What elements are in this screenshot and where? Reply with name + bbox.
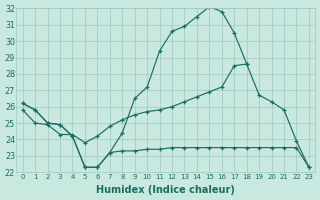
X-axis label: Humidex (Indice chaleur): Humidex (Indice chaleur): [96, 185, 235, 195]
